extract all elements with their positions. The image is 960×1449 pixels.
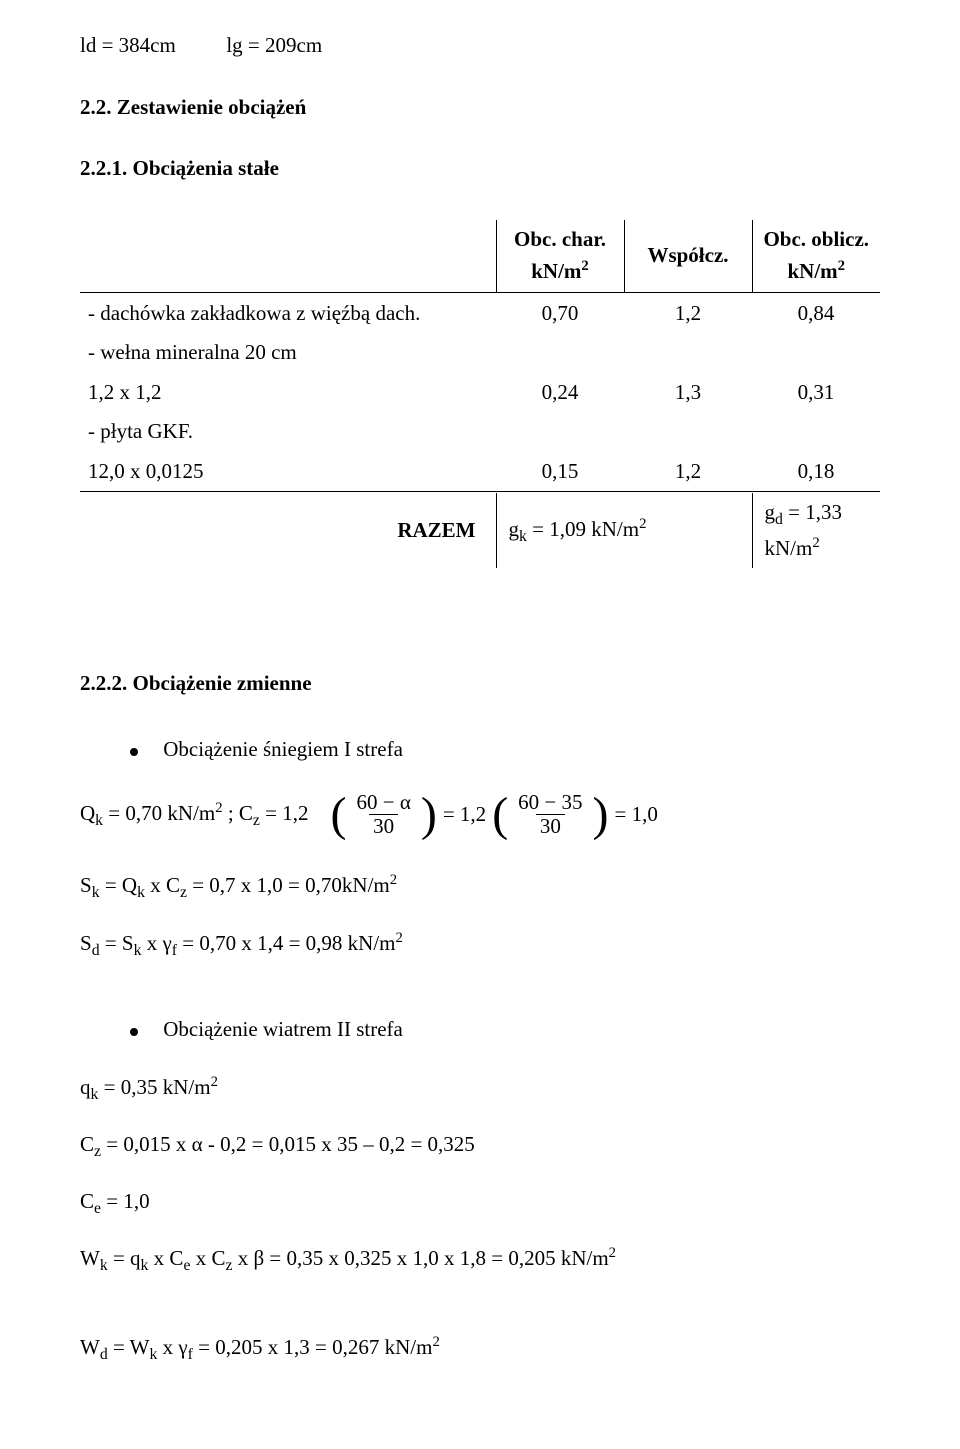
loads-table: Obc. char. kN/m2 Współcz. Obc. oblicz. k…: [80, 220, 880, 569]
table-row: - wełna mineralna 20 cm: [80, 333, 880, 373]
bullet-icon: [130, 748, 138, 756]
wk-equation: Wk = qk x Ce x Cz x β = 0,35 x 0,325 x 1…: [80, 1242, 880, 1278]
table-row: 1,2 x 1,2 0,24 1,3 0,31: [80, 373, 880, 413]
ce-equation: Ce = 1,0: [80, 1186, 880, 1221]
table-row: 12,0 x 0,0125 0,15 1,2 0,18: [80, 452, 880, 492]
table-header-row: Obc. char. kN/m2 Współcz. Obc. oblicz. k…: [80, 220, 880, 292]
lg-value: lg = 209cm: [226, 33, 322, 57]
table-sum-row: RAZEM gk = 1,09 kN/m2 gd = 1,33 kN/m2: [80, 493, 880, 568]
section-2-2-1-title: 2.2.1. Obciążenia stałe: [80, 153, 880, 185]
qk-equation: qk = 0,35 kN/m2: [80, 1071, 880, 1107]
table-row: - płyta GKF.: [80, 412, 880, 452]
col-design-header: Obc. oblicz. kN/m2: [752, 220, 880, 292]
snow-equation: Qk = 0,70 kN/m2 ; Cz = 1,2 ( 60 − α 30 )…: [80, 791, 880, 839]
col-char-header: Obc. char. kN/m2: [496, 220, 624, 292]
top-params: ld = 384cm lg = 209cm: [80, 30, 880, 62]
sd-equation: Sd = Sk x γf = 0,70 x 1,4 = 0,98 kN/m2: [80, 927, 880, 963]
page: ld = 384cm lg = 209cm 2.2. Zestawienie o…: [0, 0, 960, 1449]
wd-equation: Wd = Wk x γf = 0,205 x 1,3 = 0,267 kN/m2: [80, 1331, 880, 1367]
ld-value: ld = 384cm: [80, 33, 176, 57]
bullet-wind: Obciążenie wiatrem II strefa: [130, 1014, 880, 1046]
cz-equation: Cz = 0,015 x α - 0,2 = 0,015 x 35 – 0,2 …: [80, 1129, 880, 1164]
table-row: - dachówka zakładkowa z więźbą dach. 0,7…: [80, 294, 880, 334]
col-factor-header: Współcz.: [624, 220, 752, 292]
section-2-2-title: 2.2. Zestawienie obciążeń: [80, 92, 880, 124]
sk-equation: Sk = Qk x Cz = 0,7 x 1,0 = 0,70kN/m2: [80, 869, 880, 905]
bullet-snow: Obciążenie śniegiem I strefa: [130, 734, 880, 766]
bullet-icon: [130, 1028, 138, 1036]
section-2-2-2-title: 2.2.2. Obciążenie zmienne: [80, 668, 880, 700]
